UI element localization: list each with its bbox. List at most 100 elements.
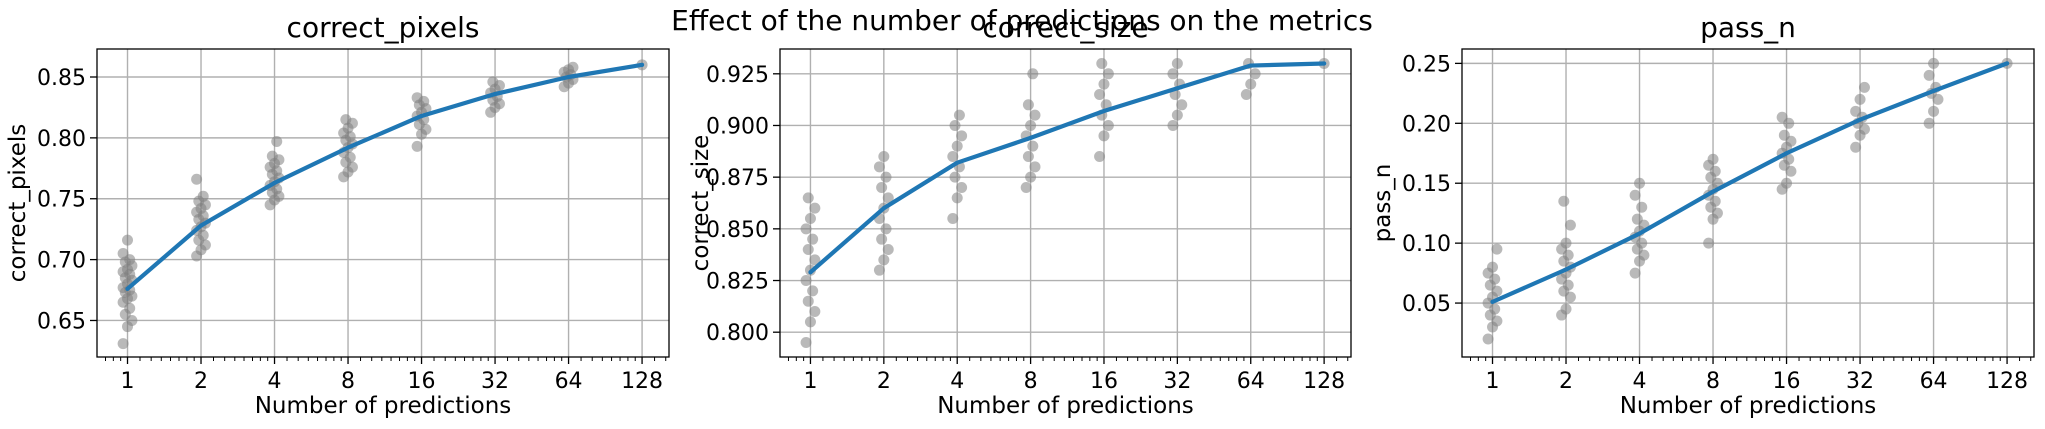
correct-size-sample-point xyxy=(1020,181,1032,193)
correct-size-sample-point xyxy=(1249,68,1261,80)
correct-size-x-tick-label: 64 xyxy=(1237,369,1265,394)
pass-n-axes-frame xyxy=(1461,48,2035,358)
pass-n-mean-point xyxy=(1784,151,1789,156)
pass-n-panel: 1 2 4 8 16 32 64 128 0.05 0.10 0.15 0.20 0.25 pass_n N… xyxy=(1370,11,2035,419)
pass-n-sample-point xyxy=(1491,243,1503,255)
correct-size-sample-point xyxy=(873,264,885,276)
correct-size-sample-point xyxy=(953,109,965,121)
correct-size-sample-point xyxy=(956,181,968,193)
correct-pixels-mean-point xyxy=(346,145,351,150)
correct-size-sample-point xyxy=(882,244,894,256)
correct-size-sample-point xyxy=(880,223,892,235)
pass-n-mean-line xyxy=(1490,61,2010,304)
correct-pixels-mean-line xyxy=(125,62,645,291)
correct-size-x-tick-label: 16 xyxy=(1090,369,1118,394)
correct-size-sample-point xyxy=(1102,119,1114,131)
pass-n-sample-point xyxy=(1634,177,1646,189)
pass-n-sample-point xyxy=(1850,105,1862,117)
correct-size-sample-point xyxy=(1176,99,1188,111)
pass-n-sample-point xyxy=(1629,267,1641,279)
pass-n-mean-point xyxy=(1564,267,1569,272)
correct-size-sample-point xyxy=(878,150,890,162)
correct-pixels-x-axis-label: Number of predictions xyxy=(255,393,512,419)
correct-size-sample-point xyxy=(804,316,816,328)
correct-pixels-x-tick-label: 32 xyxy=(481,369,509,394)
pass-n-sample-point xyxy=(1558,195,1570,207)
correct-size-x-tick-label: 1 xyxy=(803,369,817,394)
correct-size-sample-point xyxy=(800,337,812,349)
correct-size-sample-point xyxy=(1029,161,1041,173)
correct-pixels-sample-point xyxy=(266,150,278,162)
correct-size-sample-point xyxy=(1171,109,1183,121)
pass-n-y-tick-label: 0.25 xyxy=(1402,52,1451,77)
correct-pixels-sample-point xyxy=(411,140,423,152)
correct-pixels-x-tick-label: 16 xyxy=(408,369,436,394)
pass-n-sample-point xyxy=(1778,129,1790,141)
figure-suptitle: Effect of the number of predictions on t… xyxy=(671,4,1373,37)
pass-n-sample-point xyxy=(1923,117,1935,129)
correct-pixels-sample-point xyxy=(487,76,499,88)
correct-size-sample-point xyxy=(947,213,959,225)
correct-pixels-y-tick-label: 0.75 xyxy=(37,188,86,213)
pass-n-sample-point xyxy=(1928,105,1940,117)
pass-n-sample-point xyxy=(1703,237,1715,249)
pass-n-sample-point xyxy=(1923,69,1935,81)
correct-pixels-x-tick-label: 64 xyxy=(555,369,583,394)
correct-size-sample-point xyxy=(1245,78,1257,90)
correct-size-sample-point xyxy=(951,140,963,152)
correct-pixels-sample-point xyxy=(117,338,129,350)
correct-size-sample-point xyxy=(1167,68,1179,80)
correct-size-sample-point xyxy=(1025,119,1037,131)
correct-size-sample-point xyxy=(807,285,819,297)
pass-n-mean-point xyxy=(1490,299,1495,304)
correct-size-mean-point xyxy=(1248,63,1253,68)
correct-pixels-sample-point xyxy=(411,92,423,104)
correct-size-sample-point xyxy=(800,275,812,287)
correct-size-sample-point xyxy=(873,161,885,173)
correct-pixels-panel: 1 2 4 8 16 32 64 128 0.65 0.70 0.75 0.80 0.85 correct… xyxy=(5,11,670,419)
pass-n-sample-point xyxy=(1487,261,1499,273)
correct-pixels-sample-point xyxy=(197,190,209,202)
correct-pixels-sample-point xyxy=(340,114,352,126)
pass-n-sample-point xyxy=(1781,177,1793,189)
correct-size-y-tick-label: 0.925 xyxy=(706,63,769,88)
correct-pixels-sample-point xyxy=(117,248,129,260)
correct-pixels-axes-frame xyxy=(96,48,670,358)
correct-size-sample-point xyxy=(802,244,814,256)
correct-size-sample-point xyxy=(1171,57,1183,69)
pass-n-sample-point xyxy=(1629,189,1641,201)
correct-size-sample-point xyxy=(807,233,819,245)
correct-size-sample-point xyxy=(800,223,812,235)
correct-size-mean-point xyxy=(1101,109,1106,114)
pass-n-x-tick-label: 2 xyxy=(1559,369,1573,394)
pass-n-sample-point xyxy=(1560,303,1572,315)
pass-n-x-tick-label: 32 xyxy=(1846,369,1874,394)
pass-n-sample-point xyxy=(1854,93,1866,105)
correct-size-x-tick-label: 32 xyxy=(1163,369,1191,394)
correct-size-x-tick-label: 4 xyxy=(950,369,964,394)
correct-pixels-y-tick-label: 0.65 xyxy=(37,309,86,334)
correct-size-sample-point xyxy=(882,192,894,204)
correct-size-sample-point xyxy=(809,202,821,214)
correct-pixels-mean-point xyxy=(419,113,424,118)
pass-n-x-tick-label: 4 xyxy=(1633,369,1647,394)
pass-n-sample-point xyxy=(1707,153,1719,165)
pass-n-sample-point xyxy=(1482,333,1494,345)
correct-size-sample-point xyxy=(1098,130,1110,142)
correct-size-sample-point xyxy=(876,181,888,193)
correct-size-sample-point xyxy=(809,254,821,266)
correct-pixels-sample-point xyxy=(122,234,134,246)
pass-n-title: pass_n xyxy=(1700,11,1796,44)
pass-n-mean-point xyxy=(1858,117,1863,122)
correct-size-y-tick-label: 0.800 xyxy=(706,321,769,346)
correct-size-sample-point xyxy=(949,119,961,131)
correct-size-sample-point xyxy=(949,171,961,183)
correct-size-sample-point xyxy=(1094,88,1106,100)
correct-size-sample-point xyxy=(1027,140,1039,152)
correct-size-mean-point xyxy=(1175,86,1180,91)
correct-size-title: correct_size xyxy=(982,11,1148,44)
correct-size-sample-point xyxy=(878,254,890,266)
correct-size-y-axis-label: correct_size xyxy=(688,135,714,272)
correct-size-y-tick-label: 0.875 xyxy=(706,166,769,191)
